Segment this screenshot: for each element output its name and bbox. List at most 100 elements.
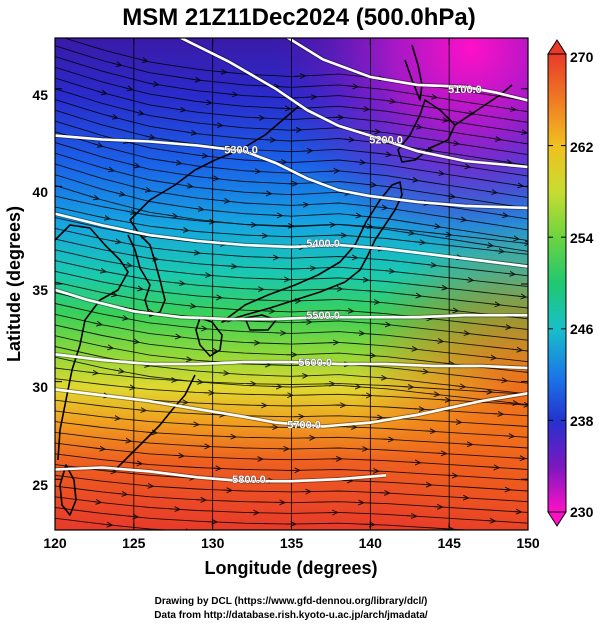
wind-arrow xyxy=(125,387,134,388)
wind-arrow xyxy=(448,310,457,311)
contour-line xyxy=(55,134,528,210)
wind-arrow xyxy=(103,346,112,348)
wind-arrow xyxy=(223,147,233,148)
wind-arrow xyxy=(485,521,494,522)
wind-arrow xyxy=(497,380,506,381)
y-tick-labels: 25 30 35 40 45 xyxy=(32,87,48,493)
colorbar-tick-label: 230 xyxy=(570,504,594,520)
wind-arrow xyxy=(482,244,492,245)
wind-arrow xyxy=(381,154,390,155)
wind-arrow xyxy=(91,323,101,325)
wind-arrow xyxy=(347,257,356,258)
height-contour: 5600.0 xyxy=(55,352,528,371)
wind-arrow xyxy=(170,509,179,510)
wind-arrow xyxy=(181,359,191,360)
wind-arrow xyxy=(136,410,145,411)
wind-arrow xyxy=(445,196,454,197)
x-tick-label: 120 xyxy=(43,535,67,551)
wind-arrow xyxy=(110,418,119,419)
wind-arrow xyxy=(174,283,184,284)
coastline-sakhalin xyxy=(404,44,423,101)
wind-arrow xyxy=(188,424,198,425)
contour-line xyxy=(55,353,528,370)
x-axis-label: Longitude (degrees) xyxy=(204,558,377,578)
wind-arrow xyxy=(350,386,360,387)
contour-label: 5200.0 xyxy=(369,135,403,147)
y-tick-label: 25 xyxy=(32,477,48,493)
wind-arrow xyxy=(114,193,124,195)
wind-arrow xyxy=(114,370,123,372)
wind-arrow xyxy=(129,164,139,166)
coastline-taiwan xyxy=(59,464,77,516)
wind-arrow xyxy=(404,232,413,233)
height-contour: 5700.0 xyxy=(55,387,528,432)
wind-arrow xyxy=(111,63,121,65)
chart-title: MSM 21Z11Dec2024 (500.0hPa) xyxy=(122,4,476,31)
wind-arrow xyxy=(122,87,132,89)
wind-arrow xyxy=(200,275,210,276)
wind-arrow xyxy=(512,349,521,350)
wind-arrow xyxy=(137,59,147,61)
coastline-ryukyu xyxy=(114,374,196,471)
wind-arrow xyxy=(437,287,446,288)
wind-arrow xyxy=(88,196,98,199)
wind-arrow xyxy=(99,217,109,219)
wind-arrow xyxy=(425,431,435,432)
wind-arrow xyxy=(458,497,468,498)
wind-arrow xyxy=(102,524,111,525)
wind-arrow xyxy=(144,136,154,138)
wind-arrow xyxy=(500,489,509,490)
wind-arrow xyxy=(427,96,436,97)
wind-arrow xyxy=(91,501,100,502)
wind-arrow xyxy=(443,529,453,530)
x-tick-label: 145 xyxy=(438,535,462,551)
wind-arrow xyxy=(385,100,394,101)
wind-arrow xyxy=(117,317,127,319)
wind-arrow xyxy=(523,372,528,373)
wind-arrow xyxy=(128,516,137,517)
wind-arrow xyxy=(493,414,502,415)
wind-arrow xyxy=(133,112,143,114)
wind-arrow xyxy=(462,444,472,445)
wind-arrow xyxy=(509,238,518,239)
wind-arrow xyxy=(190,79,200,80)
wind-arrow xyxy=(460,166,469,167)
colorbar-tick-label: 270 xyxy=(570,49,594,65)
colorbar-tick-label: 238 xyxy=(570,413,594,429)
wind-arrow xyxy=(501,161,511,162)
wind-arrow xyxy=(504,436,513,437)
wind-arrow xyxy=(384,271,394,272)
wind-arrow xyxy=(434,172,443,173)
coastline-china-coast xyxy=(55,224,129,461)
wind-arrow xyxy=(383,439,393,440)
wind-arrow xyxy=(219,200,229,201)
wind-arrow xyxy=(140,189,150,191)
wind-arrow xyxy=(459,333,468,334)
wind-arrow xyxy=(201,102,211,103)
colorbar-tick-label: 254 xyxy=(570,230,594,246)
wind-arrow xyxy=(354,333,364,334)
wind-arrow xyxy=(380,324,390,325)
wind-arrow xyxy=(408,179,417,180)
wind-arrow xyxy=(343,311,353,312)
wind-arrow xyxy=(505,273,514,274)
wind-arrow xyxy=(178,229,188,230)
wind-arrow xyxy=(136,235,146,237)
wind-arrow xyxy=(497,214,507,215)
wind-arrow xyxy=(197,155,207,156)
colorbar-body xyxy=(547,53,567,513)
contour-label: 5100.0 xyxy=(448,84,482,96)
wind-arrow xyxy=(185,305,195,306)
wind-arrow xyxy=(456,219,465,220)
wind-arrow xyxy=(449,142,458,143)
wind-arrow xyxy=(407,348,416,349)
wind-arrow xyxy=(147,258,157,259)
wind-arrow xyxy=(516,131,526,132)
wind-arrow xyxy=(226,266,236,267)
wind-arrow xyxy=(355,162,364,163)
wind-arrow xyxy=(516,296,525,297)
wind-arrow xyxy=(359,108,368,109)
wind-arrow xyxy=(512,185,522,186)
wind-arrow xyxy=(192,381,202,382)
